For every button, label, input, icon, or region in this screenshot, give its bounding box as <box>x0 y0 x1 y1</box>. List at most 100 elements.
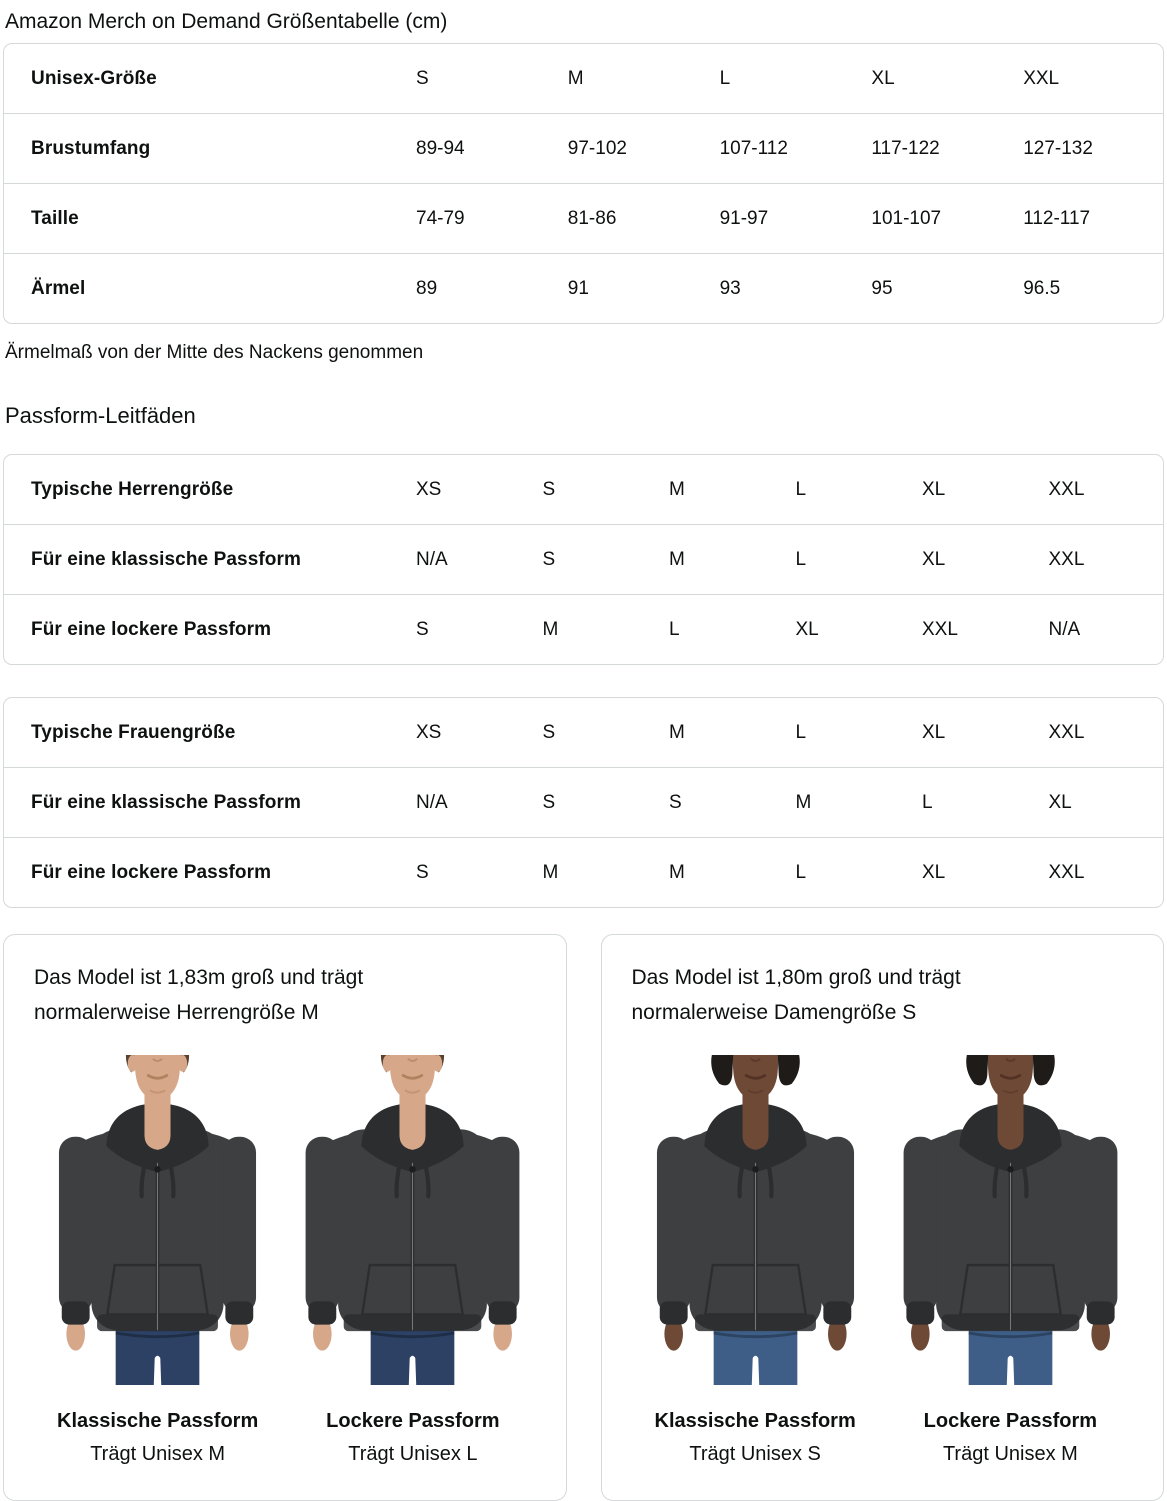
cell-value: 93 <box>719 277 741 299</box>
table-row: Für eine lockere Passform S M L XL XXL N/A <box>4 594 1163 664</box>
figure-caption-subtitle: Trägt Unisex S <box>689 1443 821 1465</box>
row-label: Typische Herrengröße <box>31 478 234 500</box>
fit-table-men: Typische Herrengröße XS S M L XL XXL Für eine k… <box>3 454 1164 665</box>
figure-caption-title: Klassische Passform <box>654 1410 856 1432</box>
row-label: Brustumfang <box>31 137 151 159</box>
cell-value: L <box>669 618 680 640</box>
cell-value: XXL <box>1048 478 1085 500</box>
table-row: Ärmel 89 91 93 95 96.5 <box>4 253 1163 323</box>
cell-value: N/A <box>1048 618 1081 640</box>
table-row: Unisex-Größe S M L XL XXL <box>4 44 1163 113</box>
figure-caption-title: Lockere Passform <box>326 1410 500 1432</box>
cell-value: M <box>542 618 559 640</box>
cell-value: M <box>567 67 584 89</box>
cell-value: M <box>669 478 685 500</box>
cell-value: XXL <box>1048 548 1085 570</box>
cell-value: S <box>542 791 556 813</box>
table-row: Für eine klassische Passform N/A S S M L XL <box>4 767 1163 837</box>
cell-value: M <box>669 721 685 743</box>
cell-value: L <box>795 478 807 500</box>
cell-value: XL <box>922 721 946 743</box>
cell-value: S <box>542 721 556 743</box>
cell-value: XL <box>1048 791 1072 813</box>
table-row: Taille 74-79 81-86 91-97 101-107 112-117 <box>4 183 1163 253</box>
cell-value: 89 <box>416 277 438 299</box>
figure-caption-title: Klassische Passform <box>57 1410 259 1432</box>
model-photo-female-classic <box>629 1044 881 1396</box>
table-row: Brustumfang 89-94 97-102 107-112 117-122 127-… <box>4 113 1163 183</box>
cell-value: N/A <box>416 791 448 813</box>
figure-caption-subtitle: Trägt Unisex L <box>348 1443 478 1465</box>
cell-value: XS <box>416 721 442 743</box>
unisex-size-table: Unisex-Größe S M L XL XXL Brustumfang 89-94 97-1… <box>3 43 1164 324</box>
model-photo-male-loose <box>287 1044 539 1396</box>
row-label: Für eine klassische Passform <box>31 548 301 570</box>
cell-value: 91 <box>567 277 589 299</box>
cell-value: L <box>795 548 807 570</box>
cell-value: 107-112 <box>719 137 788 159</box>
cell-value: M <box>542 861 559 883</box>
figure-caption-subtitle: Trägt Unisex M <box>90 1443 226 1465</box>
card-description: Das Model ist 1,80m groß und trägt norma… <box>631 966 961 1024</box>
cell-value: 101-107 <box>871 207 942 229</box>
cell-value: XL <box>871 67 895 89</box>
table-row: Für eine lockere Passform S M M L XL XXL <box>4 837 1163 907</box>
cell-value: L <box>922 791 933 813</box>
table-row: Typische Herrengröße XS S M L XL XXL <box>4 455 1163 524</box>
card-womens-model: Das Model ist 1,80m groß und trägt norma… <box>600 934 1164 1501</box>
cell-value: 96.5 <box>1023 277 1061 299</box>
figure-caption-subtitle: Trägt Unisex M <box>942 1443 1078 1465</box>
row-label: Ärmel <box>31 277 86 299</box>
table-row: Für eine klassische Passform N/A S M L XL XXL <box>4 524 1163 594</box>
cell-value: XXL <box>922 618 958 640</box>
cell-value: 91-97 <box>719 207 769 229</box>
cell-value: L <box>719 67 731 89</box>
cell-value: S <box>542 478 556 500</box>
cell-value: M <box>669 548 685 570</box>
fit-guides-heading: Passform-Leitfäden <box>5 403 196 428</box>
cell-value: 74-79 <box>416 207 465 229</box>
figure-caption-title: Lockere Passform <box>923 1410 1098 1432</box>
cell-value: 127-132 <box>1023 137 1093 159</box>
row-label: Typische Frauengröße <box>31 721 236 743</box>
row-label: Für eine lockere Passform <box>31 861 272 883</box>
sleeve-measure-note: Ärmelmaß von der Mitte des Nackens genom… <box>5 342 424 363</box>
page-title: Amazon Merch on Demand Größentabelle (cm… <box>5 10 448 33</box>
row-label: Für eine lockere Passform <box>31 618 272 640</box>
cell-value: 117-122 <box>871 137 940 159</box>
cell-value: S <box>416 618 429 640</box>
row-label: Unisex-Größe <box>31 67 157 89</box>
cell-value: XL <box>922 478 946 500</box>
cell-value: 112-117 <box>1023 207 1091 229</box>
row-label: Taille <box>31 207 79 229</box>
cell-value: XL <box>922 861 946 883</box>
cell-value: 95 <box>871 277 893 299</box>
cell-value: L <box>795 721 807 743</box>
cell-value: S <box>669 791 682 813</box>
fit-table-women: Typische Frauengröße XS S M L XL XXL Für eine k… <box>3 697 1164 908</box>
cell-value: 89-94 <box>416 137 465 159</box>
cell-value: XS <box>416 478 442 500</box>
model-photo-male-classic <box>32 1044 284 1396</box>
cell-value: 97-102 <box>567 137 627 159</box>
cell-value: M <box>795 791 812 813</box>
table-row: Typische Frauengröße XS S M L XL XXL <box>4 698 1163 767</box>
figure-loose-fit: Lockere Passform Trägt Unisex L <box>286 1044 539 1467</box>
cell-value: 81-86 <box>567 207 617 229</box>
card-description: Das Model ist 1,83m groß und trägt norma… <box>34 966 364 1024</box>
figure-classic-fit: Klassische Passform Trägt Unisex S <box>629 1044 882 1467</box>
cell-value: XXL <box>1048 861 1085 883</box>
cell-value: S <box>542 548 556 570</box>
fit-example-cards: Das Model ist 1,83m groß und trägt norma… <box>3 934 1164 1501</box>
cell-value: S <box>416 861 429 883</box>
cell-value: XXL <box>1048 721 1085 743</box>
card-mens-model: Das Model ist 1,83m groß und trägt norma… <box>3 934 567 1501</box>
cell-value: N/A <box>416 548 448 570</box>
cell-value: XXL <box>1023 67 1060 89</box>
cell-value: S <box>416 67 429 89</box>
figure-classic-fit: Klassische Passform Trägt Unisex M <box>31 1044 284 1467</box>
row-label: Für eine klassische Passform <box>31 791 301 813</box>
cell-value: XL <box>922 548 946 570</box>
cell-value: XL <box>795 618 819 640</box>
